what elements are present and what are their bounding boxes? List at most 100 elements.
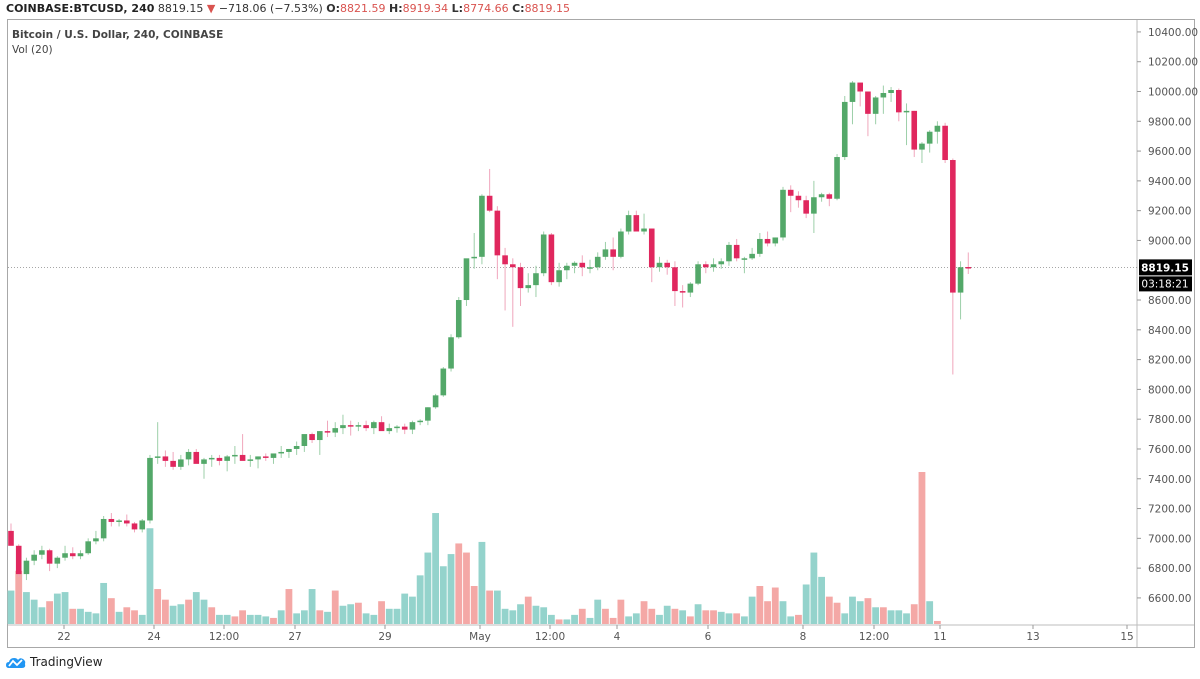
tradingview-cloud-icon bbox=[6, 658, 26, 668]
candle-body bbox=[394, 426, 400, 429]
series-title[interactable]: Bitcoin / U.S. Dollar, 240, COINBASE bbox=[12, 29, 224, 41]
volume-bar bbox=[38, 607, 46, 624]
candle-body bbox=[911, 110, 918, 150]
candle-body bbox=[309, 434, 315, 441]
volume-bar bbox=[555, 619, 563, 624]
candle-body bbox=[371, 422, 377, 429]
tradingview-brand[interactable]: TradingView bbox=[6, 655, 103, 669]
volume-bar bbox=[277, 610, 285, 624]
time-tick-label: 27 bbox=[288, 631, 301, 643]
candle-body bbox=[849, 82, 856, 102]
candle-body bbox=[571, 262, 578, 266]
volume-bar bbox=[177, 604, 185, 624]
volume-bar bbox=[779, 601, 787, 624]
volume-bar bbox=[285, 589, 293, 624]
candle-body bbox=[147, 457, 153, 521]
volume-bar bbox=[409, 596, 416, 624]
time-tick-label: 12:00 bbox=[535, 631, 565, 643]
volume-bar bbox=[632, 613, 640, 624]
candle-body bbox=[432, 395, 439, 408]
candle-body bbox=[31, 554, 37, 561]
volume-bar bbox=[733, 613, 741, 624]
chart-legend: Bitcoin / U.S. Dollar, 240, COINBASE Vol… bbox=[12, 28, 223, 58]
price-change: −718.06 (−7.53%) bbox=[218, 2, 323, 15]
open-value: 8821.59 bbox=[340, 2, 386, 15]
candle-body bbox=[826, 194, 833, 199]
volume-bar bbox=[300, 610, 308, 624]
volume-bar bbox=[563, 619, 571, 624]
symbol-name[interactable]: COINBASE:BTCUSD, 240 bbox=[6, 2, 155, 15]
volume-bar bbox=[710, 610, 717, 624]
candle-body bbox=[247, 459, 254, 461]
volume-bar bbox=[810, 552, 818, 624]
volume-bar bbox=[339, 605, 347, 624]
volume-bar bbox=[609, 617, 617, 624]
last-price: 8819.15 bbox=[157, 2, 204, 15]
high-label: H: bbox=[389, 2, 403, 15]
candle-body bbox=[834, 157, 840, 199]
volume-bar bbox=[625, 616, 632, 624]
low-label: L: bbox=[451, 2, 464, 15]
volume-bar bbox=[115, 611, 123, 624]
volume-bar bbox=[455, 543, 463, 624]
candle-body bbox=[942, 125, 948, 161]
volume-bar bbox=[602, 608, 609, 624]
candle-body bbox=[131, 523, 138, 530]
candle-body bbox=[162, 456, 169, 461]
candle-body bbox=[656, 262, 663, 268]
price-tick-label: 7800.00 bbox=[1148, 414, 1191, 426]
candle-body bbox=[417, 420, 423, 423]
candle-body bbox=[232, 454, 238, 457]
candle-body bbox=[579, 262, 586, 268]
volume-bar bbox=[424, 552, 432, 624]
brand-name: TradingView bbox=[30, 655, 103, 669]
volume-bar bbox=[856, 601, 864, 624]
candle-body bbox=[841, 101, 848, 158]
volume-bar bbox=[185, 599, 192, 624]
volume-indicator-label[interactable]: Vol (20) bbox=[12, 44, 53, 56]
candle-body bbox=[494, 210, 501, 256]
candle-body bbox=[602, 249, 609, 257]
volume-bar bbox=[578, 608, 586, 624]
time-tick-label: 24 bbox=[147, 631, 161, 643]
candle-body bbox=[224, 456, 230, 461]
last-price-badge bbox=[1139, 259, 1192, 276]
volume-bar bbox=[532, 605, 540, 624]
volume-bar bbox=[702, 610, 710, 624]
candle-body bbox=[950, 160, 956, 293]
candle-body bbox=[672, 267, 678, 292]
candle-body bbox=[15, 545, 22, 575]
volume-bar bbox=[100, 582, 108, 624]
last-price-badge-text: 8819.15 bbox=[1141, 262, 1189, 274]
volume-bar bbox=[648, 608, 656, 624]
volume-bar bbox=[362, 613, 370, 624]
candle-body bbox=[139, 520, 146, 530]
volume-bar bbox=[107, 598, 115, 624]
volume-bar bbox=[686, 616, 694, 624]
candle-body bbox=[455, 300, 462, 338]
price-tick-label: 9000.00 bbox=[1148, 235, 1191, 247]
candle-body bbox=[517, 267, 524, 289]
candle-body bbox=[23, 560, 30, 575]
candle-body bbox=[641, 228, 647, 232]
candle-body bbox=[317, 431, 323, 441]
candle-body bbox=[54, 557, 61, 564]
candle-body bbox=[46, 550, 53, 564]
candle-body bbox=[919, 143, 925, 150]
candle-body bbox=[556, 270, 562, 283]
volume-bar bbox=[69, 608, 77, 624]
candle-body bbox=[926, 131, 933, 144]
candle-body bbox=[749, 253, 755, 259]
volume-bar bbox=[594, 599, 602, 624]
volume-bar bbox=[77, 608, 84, 624]
volume-bar bbox=[887, 610, 895, 624]
time-tick-label: 4 bbox=[614, 631, 621, 643]
volume-bar bbox=[84, 611, 92, 624]
candle-body bbox=[594, 256, 601, 268]
candle-body bbox=[965, 267, 972, 269]
candle-body bbox=[610, 249, 616, 257]
volume-bar bbox=[324, 611, 331, 624]
volume-bar bbox=[864, 598, 872, 624]
volume-bar bbox=[162, 599, 169, 624]
